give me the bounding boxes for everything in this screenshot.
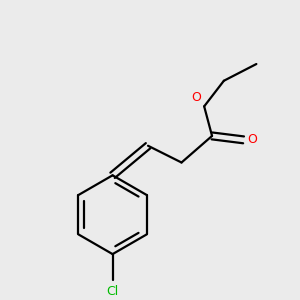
Text: O: O bbox=[191, 92, 201, 104]
Text: Cl: Cl bbox=[106, 285, 119, 298]
Text: O: O bbox=[248, 134, 257, 146]
